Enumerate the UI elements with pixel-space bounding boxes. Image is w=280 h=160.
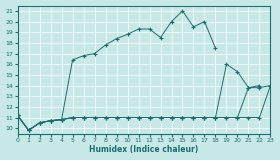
X-axis label: Humidex (Indice chaleur): Humidex (Indice chaleur) bbox=[89, 145, 199, 154]
